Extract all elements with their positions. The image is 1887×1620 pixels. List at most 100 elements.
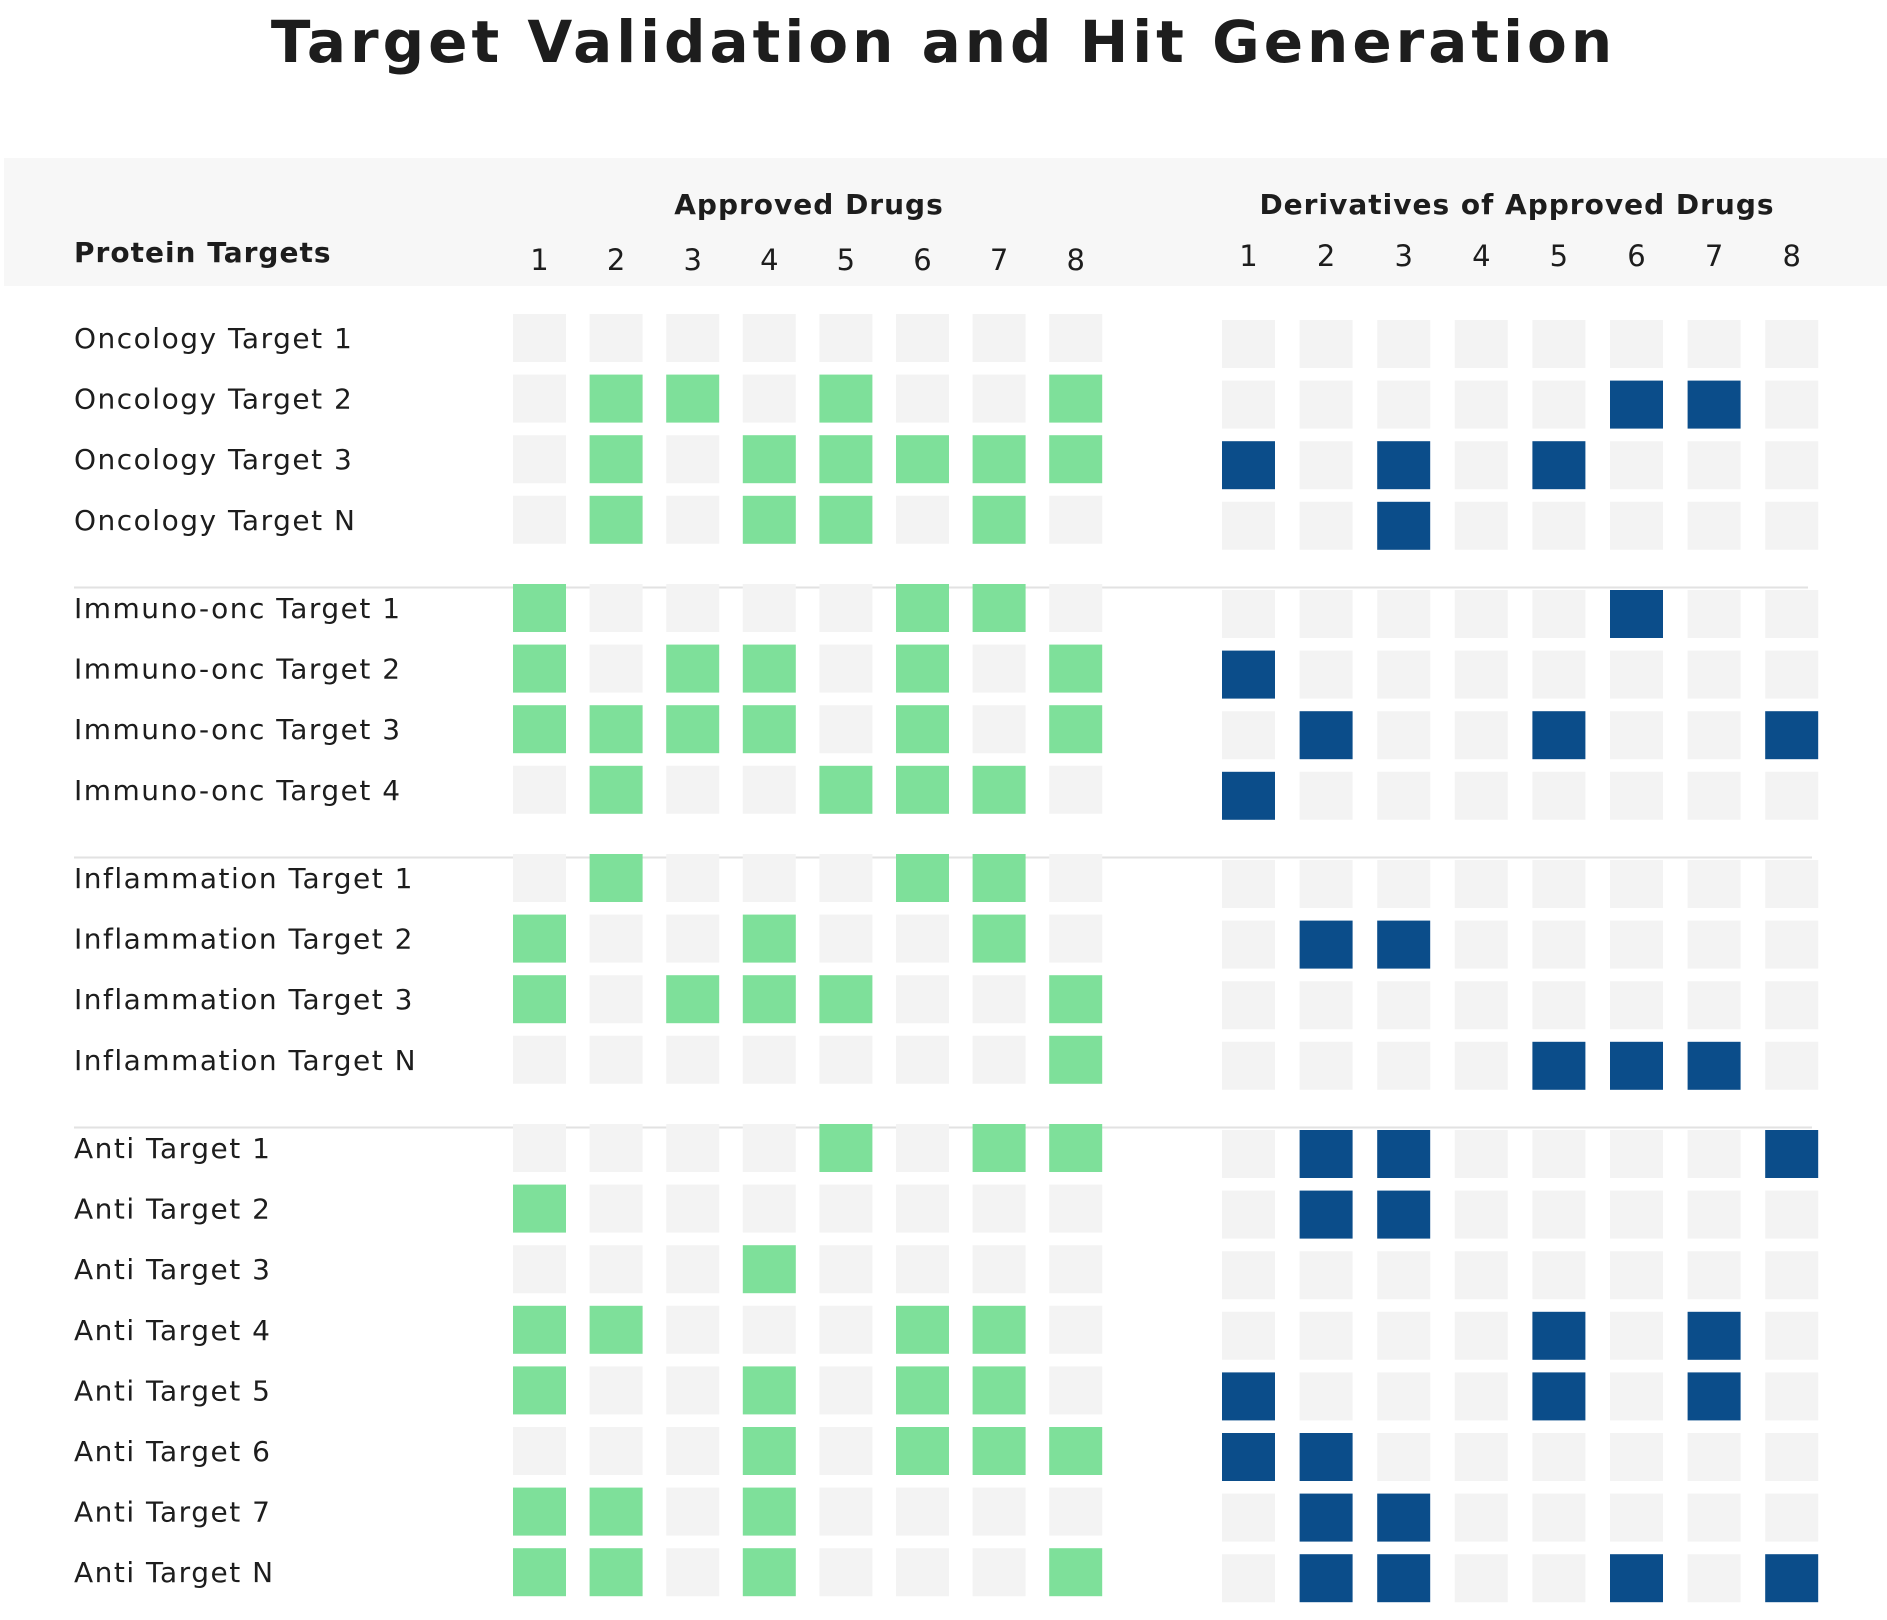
approved-cell-active bbox=[896, 705, 949, 754]
derivative-cell-inactive bbox=[1687, 320, 1741, 368]
derivative-cell-inactive bbox=[1687, 441, 1741, 490]
row-label: Inflammation Target N bbox=[74, 1044, 417, 1077]
row-label: Immuno-onc Target 2 bbox=[74, 653, 402, 686]
approved-cell-inactive bbox=[742, 1035, 796, 1084]
approved-cell-inactive bbox=[589, 1035, 643, 1084]
derivative-cell-inactive bbox=[1687, 920, 1741, 969]
derivative-cell-inactive bbox=[1687, 1493, 1741, 1542]
approved-cell-active bbox=[972, 1427, 1026, 1475]
derivative-cell-inactive bbox=[1454, 1372, 1508, 1421]
approved-cell-inactive bbox=[666, 1035, 720, 1084]
derivative-cell-active bbox=[1377, 920, 1431, 969]
derivative-cell-inactive bbox=[1687, 1554, 1741, 1603]
approved-cell-inactive bbox=[819, 1035, 873, 1084]
approved-cell-inactive bbox=[589, 1366, 643, 1415]
row-label: Oncology Target 1 bbox=[74, 322, 353, 355]
derivative-cell-inactive bbox=[1765, 1372, 1819, 1421]
derivative-cell-inactive bbox=[1765, 981, 1819, 1030]
approved-cell-active bbox=[742, 1548, 796, 1597]
derivative-cell-inactive bbox=[1687, 590, 1741, 638]
approved-cell-inactive bbox=[972, 705, 1026, 754]
derivative-cell-inactive bbox=[1610, 1311, 1663, 1360]
approved-cell-active bbox=[1049, 1035, 1103, 1084]
derivative-cell-inactive bbox=[1299, 1251, 1353, 1300]
derivative-cell-active bbox=[1532, 1041, 1586, 1090]
derivative-cell-inactive bbox=[1532, 920, 1586, 969]
derivative-cell-inactive bbox=[1377, 590, 1431, 638]
approved-column-3-tick: 3 bbox=[683, 243, 701, 277]
approved-cell-inactive bbox=[742, 765, 796, 814]
derivative-cell-inactive bbox=[1222, 1493, 1275, 1542]
approved-cell-inactive bbox=[896, 314, 949, 362]
approved-cell-inactive bbox=[1049, 854, 1103, 902]
approved-cell-active bbox=[896, 854, 949, 902]
row-label: Anti Target 3 bbox=[74, 1253, 271, 1286]
approved-cell-active bbox=[513, 975, 566, 1024]
approved-cell-inactive bbox=[666, 495, 720, 544]
derivative-cell-inactive bbox=[1377, 1251, 1431, 1300]
derivative-cell-active bbox=[1377, 1493, 1431, 1542]
derivative-cell-inactive bbox=[1610, 1433, 1663, 1481]
approved-cell-inactive bbox=[666, 1184, 720, 1233]
approved-cell-inactive bbox=[742, 1124, 796, 1172]
approved-cell-inactive bbox=[972, 1184, 1026, 1233]
derivative-cell-inactive bbox=[1222, 1554, 1275, 1603]
row-label: Anti Target 1 bbox=[74, 1132, 271, 1165]
derivative-cell-inactive bbox=[1532, 590, 1586, 638]
derivative-cell-inactive bbox=[1454, 441, 1508, 490]
derivative-cell-inactive bbox=[1532, 1493, 1586, 1542]
approved-cell-active bbox=[1049, 705, 1103, 754]
derivative-cell-inactive bbox=[1765, 650, 1819, 699]
derivative-cell-inactive bbox=[1454, 860, 1508, 908]
derivative-cell-inactive bbox=[1377, 981, 1431, 1030]
derivative-cell-inactive bbox=[1687, 771, 1741, 820]
derivative-cell-inactive bbox=[1765, 590, 1819, 638]
derivative-cell-inactive bbox=[1222, 920, 1275, 969]
row-label: Immuno-onc Target 3 bbox=[74, 713, 402, 746]
approved-cell-inactive bbox=[1049, 1245, 1103, 1294]
derivative-cell-inactive bbox=[1299, 860, 1353, 908]
derivative-cell-inactive bbox=[1454, 1251, 1508, 1300]
derivative-cell-inactive bbox=[1765, 1311, 1819, 1360]
approved-cell-active bbox=[513, 1548, 566, 1597]
row-label: Oncology Target N bbox=[74, 504, 356, 537]
approved-cell-inactive bbox=[896, 1487, 949, 1536]
derivative-cell-inactive bbox=[1610, 771, 1663, 820]
derivative-cell-active bbox=[1765, 1130, 1819, 1178]
derivative-cell-inactive bbox=[1299, 981, 1353, 1030]
derivative-cell-inactive bbox=[1454, 771, 1508, 820]
derivative-cell-inactive bbox=[1454, 650, 1508, 699]
approved-cell-active bbox=[819, 1124, 873, 1172]
approved-column-2-tick: 2 bbox=[607, 243, 625, 277]
derivative-cell-inactive bbox=[1222, 380, 1275, 429]
row-label: Anti Target 2 bbox=[74, 1193, 271, 1226]
approved-cell-inactive bbox=[666, 1124, 720, 1172]
derivative-column-4-tick: 4 bbox=[1472, 239, 1490, 273]
derivative-cell-inactive bbox=[1222, 590, 1275, 638]
derivative-cell-inactive bbox=[1377, 1433, 1431, 1481]
approved-cell-active bbox=[896, 765, 949, 814]
row-label: Anti Target 6 bbox=[74, 1435, 271, 1468]
derivative-cell-active bbox=[1222, 771, 1275, 820]
approved-cell-inactive bbox=[819, 854, 873, 902]
approved-cell-active bbox=[742, 1245, 796, 1294]
derivative-cell-active bbox=[1299, 1190, 1353, 1239]
approved-cell-inactive bbox=[589, 1124, 643, 1172]
approved-cell-active bbox=[896, 644, 949, 693]
derivative-cell-inactive bbox=[1377, 711, 1431, 760]
approved-cell-inactive bbox=[513, 435, 566, 484]
approved-cell-active bbox=[1049, 644, 1103, 693]
approved-cell-active bbox=[589, 374, 643, 423]
approved-cell-active bbox=[896, 584, 949, 632]
derivative-cell-inactive bbox=[1532, 860, 1586, 908]
approved-cell-inactive bbox=[589, 584, 643, 632]
header-band bbox=[4, 158, 1887, 286]
approved-cell-active bbox=[896, 435, 949, 484]
derivative-cell-active bbox=[1222, 1372, 1275, 1421]
approved-cell-inactive bbox=[666, 1366, 720, 1415]
derivative-cell-active bbox=[1687, 380, 1741, 429]
derivative-cell-inactive bbox=[1532, 1554, 1586, 1603]
approved-cell-active bbox=[589, 705, 643, 754]
derivative-column-5-tick: 5 bbox=[1550, 239, 1568, 273]
